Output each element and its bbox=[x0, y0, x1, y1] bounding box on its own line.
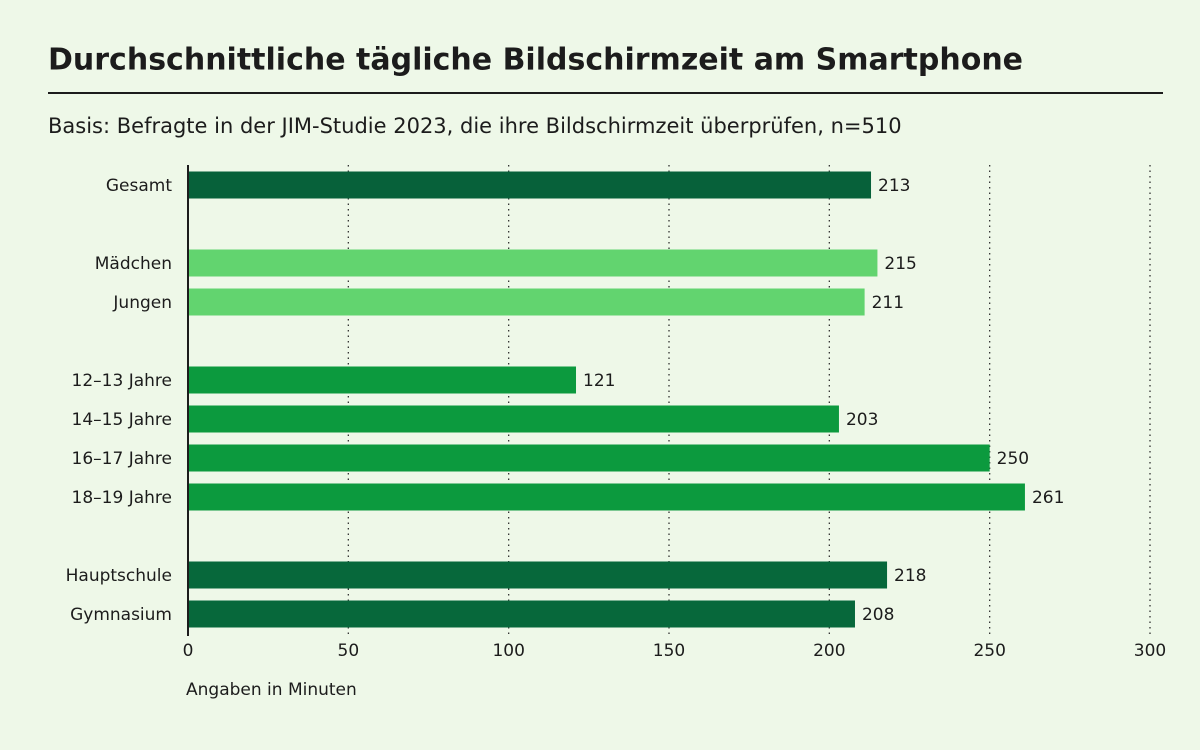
y-tick-label: 12–13 Jahre bbox=[72, 371, 172, 391]
value-label: 121 bbox=[583, 371, 615, 391]
x-axis-label: Angaben in Minuten bbox=[186, 680, 357, 700]
y-tick-label: Gymnasium bbox=[70, 605, 172, 625]
value-label: 218 bbox=[894, 566, 926, 586]
bar bbox=[188, 444, 990, 472]
x-tick-label: 150 bbox=[653, 641, 685, 661]
x-tick-label: 300 bbox=[1134, 641, 1166, 661]
value-label: 250 bbox=[997, 449, 1029, 469]
chart-subtitle: Basis: Befragte in der JIM-Studie 2023, … bbox=[48, 114, 902, 138]
value-label: 261 bbox=[1032, 488, 1064, 508]
x-tick-label: 0 bbox=[183, 641, 194, 661]
value-label: 213 bbox=[878, 176, 910, 196]
bar bbox=[188, 561, 888, 589]
x-tick-label: 250 bbox=[973, 641, 1005, 661]
y-tick-label: 14–15 Jahre bbox=[72, 410, 172, 430]
bar bbox=[188, 600, 855, 628]
value-label: 215 bbox=[884, 254, 916, 274]
chart-title: Durchschnittliche tägliche Bildschirmzei… bbox=[48, 43, 1023, 78]
value-label: 203 bbox=[846, 410, 878, 430]
y-tick-label: Jungen bbox=[112, 293, 172, 313]
x-tick-label: 200 bbox=[813, 641, 845, 661]
y-tick-label: Gesamt bbox=[106, 176, 172, 196]
value-label: 211 bbox=[872, 293, 904, 313]
bar bbox=[188, 366, 577, 394]
bar bbox=[188, 288, 865, 316]
bar bbox=[188, 483, 1025, 511]
y-tick-label: Hauptschule bbox=[66, 566, 172, 586]
y-tick-label: Mädchen bbox=[95, 254, 172, 274]
y-tick-label: 18–19 Jahre bbox=[72, 488, 172, 508]
bar bbox=[188, 249, 878, 277]
bar bbox=[188, 171, 872, 199]
x-tick-label: 50 bbox=[338, 641, 360, 661]
bar bbox=[188, 405, 839, 433]
y-tick-label: 16–17 Jahre bbox=[72, 449, 172, 469]
x-tick-label: 100 bbox=[492, 641, 524, 661]
value-label: 208 bbox=[862, 605, 894, 625]
